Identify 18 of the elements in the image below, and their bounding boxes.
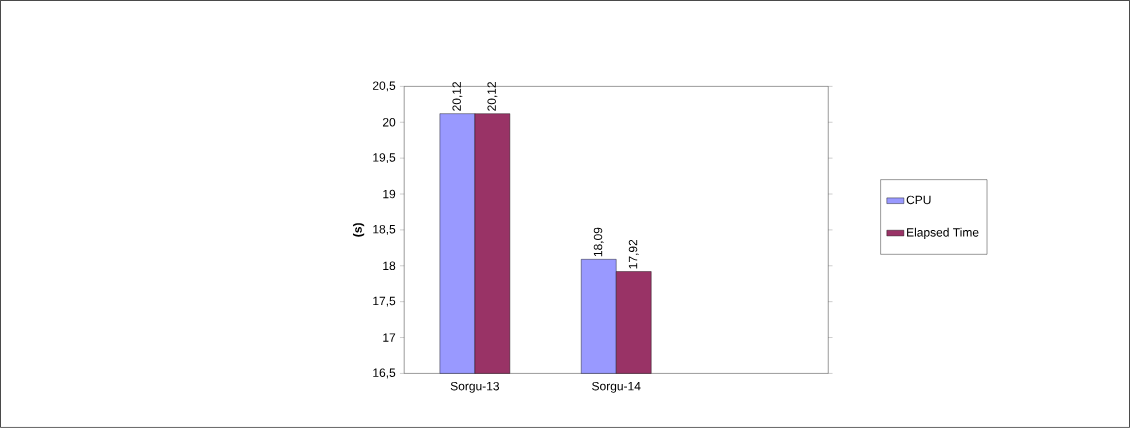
y-tick-label: 16,5 <box>373 368 396 379</box>
data-label: 17,92 <box>628 239 639 269</box>
legend-label: Elapsed Time <box>907 227 979 240</box>
data-label: 20,12 <box>452 82 463 111</box>
data-label: 18,09 <box>593 227 604 257</box>
legend-label: CPU <box>906 195 931 205</box>
y-tick-label: 17 <box>383 333 396 342</box>
y-tick-label: 19,5 <box>373 153 396 164</box>
y-tick-label: 17,5 <box>373 296 396 307</box>
y-tick-label: 20,5 <box>372 81 396 92</box>
x-tick-label: Sorgu-14 <box>592 381 641 393</box>
x-tick-label: Sorgu-13 <box>450 381 500 393</box>
data-label: 20,12 <box>487 82 498 111</box>
y-tick-label: 18 <box>383 261 396 271</box>
y-tick-label: 19 <box>383 189 396 199</box>
y-axis-title: (s) <box>352 223 365 237</box>
y-tick-label: 18,5 <box>373 225 396 235</box>
y-tick-label: 20 <box>382 118 396 127</box>
